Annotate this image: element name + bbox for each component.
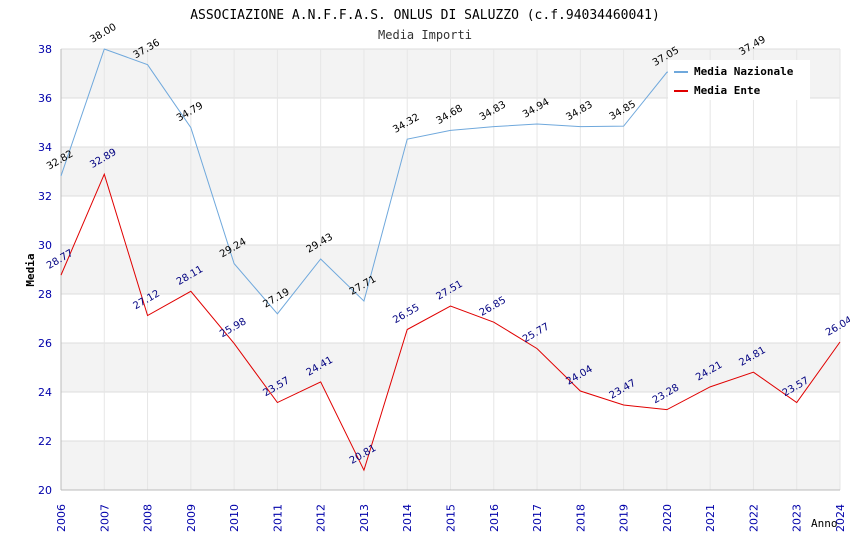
y-axis-label: Media xyxy=(24,253,37,286)
data-label: 26.04 xyxy=(824,315,850,339)
x-axis-label: Anno xyxy=(811,517,838,530)
x-tick-label: 2009 xyxy=(185,504,198,532)
y-tick-labels: 20 22 24 26 28 30 32 34 36 38 xyxy=(38,43,52,497)
x-tick-label: 2021 xyxy=(704,504,717,532)
data-label: 34.85 xyxy=(608,99,638,123)
data-label: 34.83 xyxy=(478,99,508,123)
data-label: 26.55 xyxy=(391,302,421,326)
legend-label-media-ente: Media Ente xyxy=(694,84,761,97)
y-tick-label: 32 xyxy=(38,190,52,203)
x-tick-label: 2022 xyxy=(747,504,760,532)
x-tick-label: 2010 xyxy=(228,504,241,532)
x-tick-label: 2017 xyxy=(531,504,544,532)
x-tick-label: 2014 xyxy=(401,504,414,532)
y-tick-label: 30 xyxy=(38,239,52,252)
y-tick-label: 38 xyxy=(38,43,52,56)
data-label: 25.77 xyxy=(521,321,551,345)
x-tick-label: 2024 xyxy=(834,504,847,532)
x-tick-label: 2008 xyxy=(142,504,155,532)
y-tick-label: 34 xyxy=(38,141,52,154)
x-tick-label: 2016 xyxy=(488,504,501,532)
legend-box xyxy=(668,60,810,100)
y-tick-label: 36 xyxy=(38,92,52,105)
grid-lines xyxy=(60,48,841,491)
series-lines xyxy=(60,48,841,472)
legend-label-media-nazionale: Media Nazionale xyxy=(694,65,794,78)
x-tick-label: 2019 xyxy=(618,504,631,532)
series-line-media-nazionale xyxy=(60,48,754,315)
series-line-media-ente xyxy=(60,172,841,472)
y-tick-label: 24 xyxy=(38,386,52,399)
data-label: 34.32 xyxy=(391,112,421,136)
x-tick-labels: 2006 2007 2008 2009 2010 2011 2012 2013 2014 2015… xyxy=(55,504,847,532)
y-tick-label: 22 xyxy=(38,435,52,448)
data-label: 34.83 xyxy=(564,99,594,123)
x-tick-label: 2023 xyxy=(791,504,804,532)
x-tick-label: 2013 xyxy=(358,504,371,532)
x-tick-label: 2011 xyxy=(271,504,284,532)
chart-title: ASSOCIAZIONE A.N.F.F.A.S. ONLUS DI SALUZ… xyxy=(190,8,660,23)
x-tick-label: 2012 xyxy=(315,504,328,532)
data-label: 26.85 xyxy=(478,295,508,319)
chart-subtitle: Media Importi xyxy=(378,28,472,42)
data-label: 34.94 xyxy=(521,97,551,121)
y-tick-label: 20 xyxy=(38,484,52,497)
data-label: 38.00 xyxy=(88,22,118,46)
x-tick-label: 2006 xyxy=(55,504,68,532)
legend: Media Nazionale Media Ente xyxy=(668,60,810,100)
x-tick-label: 2018 xyxy=(574,504,587,532)
data-label: 34.79 xyxy=(175,100,205,124)
data-label: 25.98 xyxy=(218,316,248,340)
x-tick-label: 2007 xyxy=(98,504,111,532)
x-tick-label: 2015 xyxy=(445,504,458,532)
data-label: 34.68 xyxy=(435,103,465,127)
y-tick-label: 26 xyxy=(38,337,52,350)
y-tick-label: 28 xyxy=(38,288,52,301)
x-tick-label: 2020 xyxy=(661,504,674,532)
